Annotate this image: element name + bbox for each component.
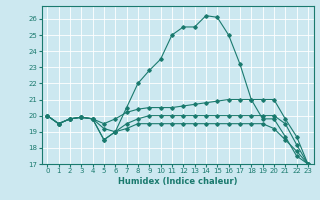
X-axis label: Humidex (Indice chaleur): Humidex (Indice chaleur): [118, 177, 237, 186]
